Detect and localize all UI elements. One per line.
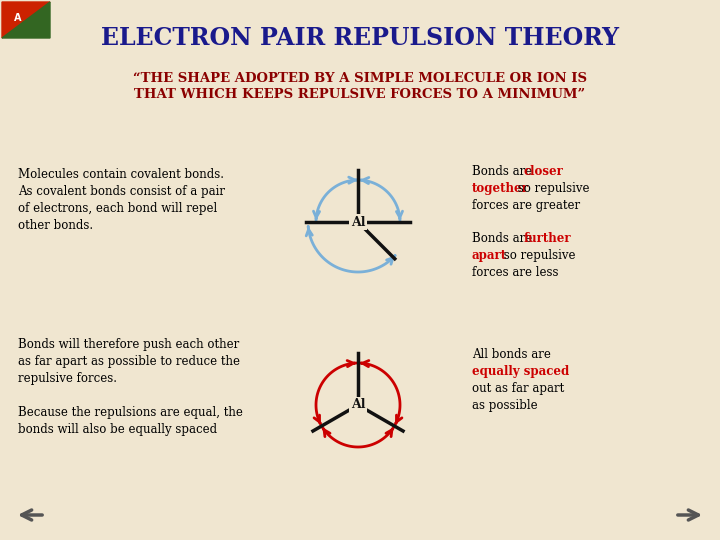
Text: as far apart as possible to reduce the: as far apart as possible to reduce the bbox=[18, 355, 240, 368]
Text: so repulsive: so repulsive bbox=[514, 182, 590, 195]
Text: further: further bbox=[524, 232, 572, 245]
Text: Al: Al bbox=[351, 215, 365, 228]
Text: so repulsive: so repulsive bbox=[500, 249, 575, 262]
Text: forces are greater: forces are greater bbox=[472, 199, 580, 212]
Text: other bonds.: other bonds. bbox=[18, 219, 93, 232]
Polygon shape bbox=[2, 2, 50, 38]
Text: forces are less: forces are less bbox=[472, 266, 559, 279]
Polygon shape bbox=[2, 2, 50, 38]
Text: as possible: as possible bbox=[472, 399, 538, 412]
Text: Because the repulsions are equal, the: Because the repulsions are equal, the bbox=[18, 406, 243, 419]
Text: As covalent bonds consist of a pair: As covalent bonds consist of a pair bbox=[18, 185, 225, 198]
Text: A: A bbox=[14, 13, 22, 23]
Text: Molecules contain covalent bonds.: Molecules contain covalent bonds. bbox=[18, 168, 224, 181]
Text: repulsive forces.: repulsive forces. bbox=[18, 372, 117, 385]
Text: out as far apart: out as far apart bbox=[472, 382, 564, 395]
Text: ELECTRON PAIR REPULSION THEORY: ELECTRON PAIR REPULSION THEORY bbox=[101, 26, 619, 50]
Text: All bonds are: All bonds are bbox=[472, 348, 551, 361]
Text: Al: Al bbox=[351, 399, 365, 411]
Text: apart: apart bbox=[472, 249, 507, 262]
Text: Bonds will therefore push each other: Bonds will therefore push each other bbox=[18, 338, 239, 351]
Polygon shape bbox=[0, 0, 55, 55]
Text: equally spaced: equally spaced bbox=[472, 365, 570, 378]
Text: closer: closer bbox=[524, 165, 564, 178]
Text: Bonds are: Bonds are bbox=[472, 165, 536, 178]
Text: THAT WHICH KEEPS REPULSIVE FORCES TO A MINIMUM”: THAT WHICH KEEPS REPULSIVE FORCES TO A M… bbox=[135, 89, 585, 102]
Text: “THE SHAPE ADOPTED BY A SIMPLE MOLECULE OR ION IS: “THE SHAPE ADOPTED BY A SIMPLE MOLECULE … bbox=[133, 71, 587, 84]
Text: bonds will also be equally spaced: bonds will also be equally spaced bbox=[18, 423, 217, 436]
Text: together: together bbox=[472, 182, 529, 195]
Text: of electrons, each bond will repel: of electrons, each bond will repel bbox=[18, 202, 217, 215]
Text: Bonds are: Bonds are bbox=[472, 232, 536, 245]
